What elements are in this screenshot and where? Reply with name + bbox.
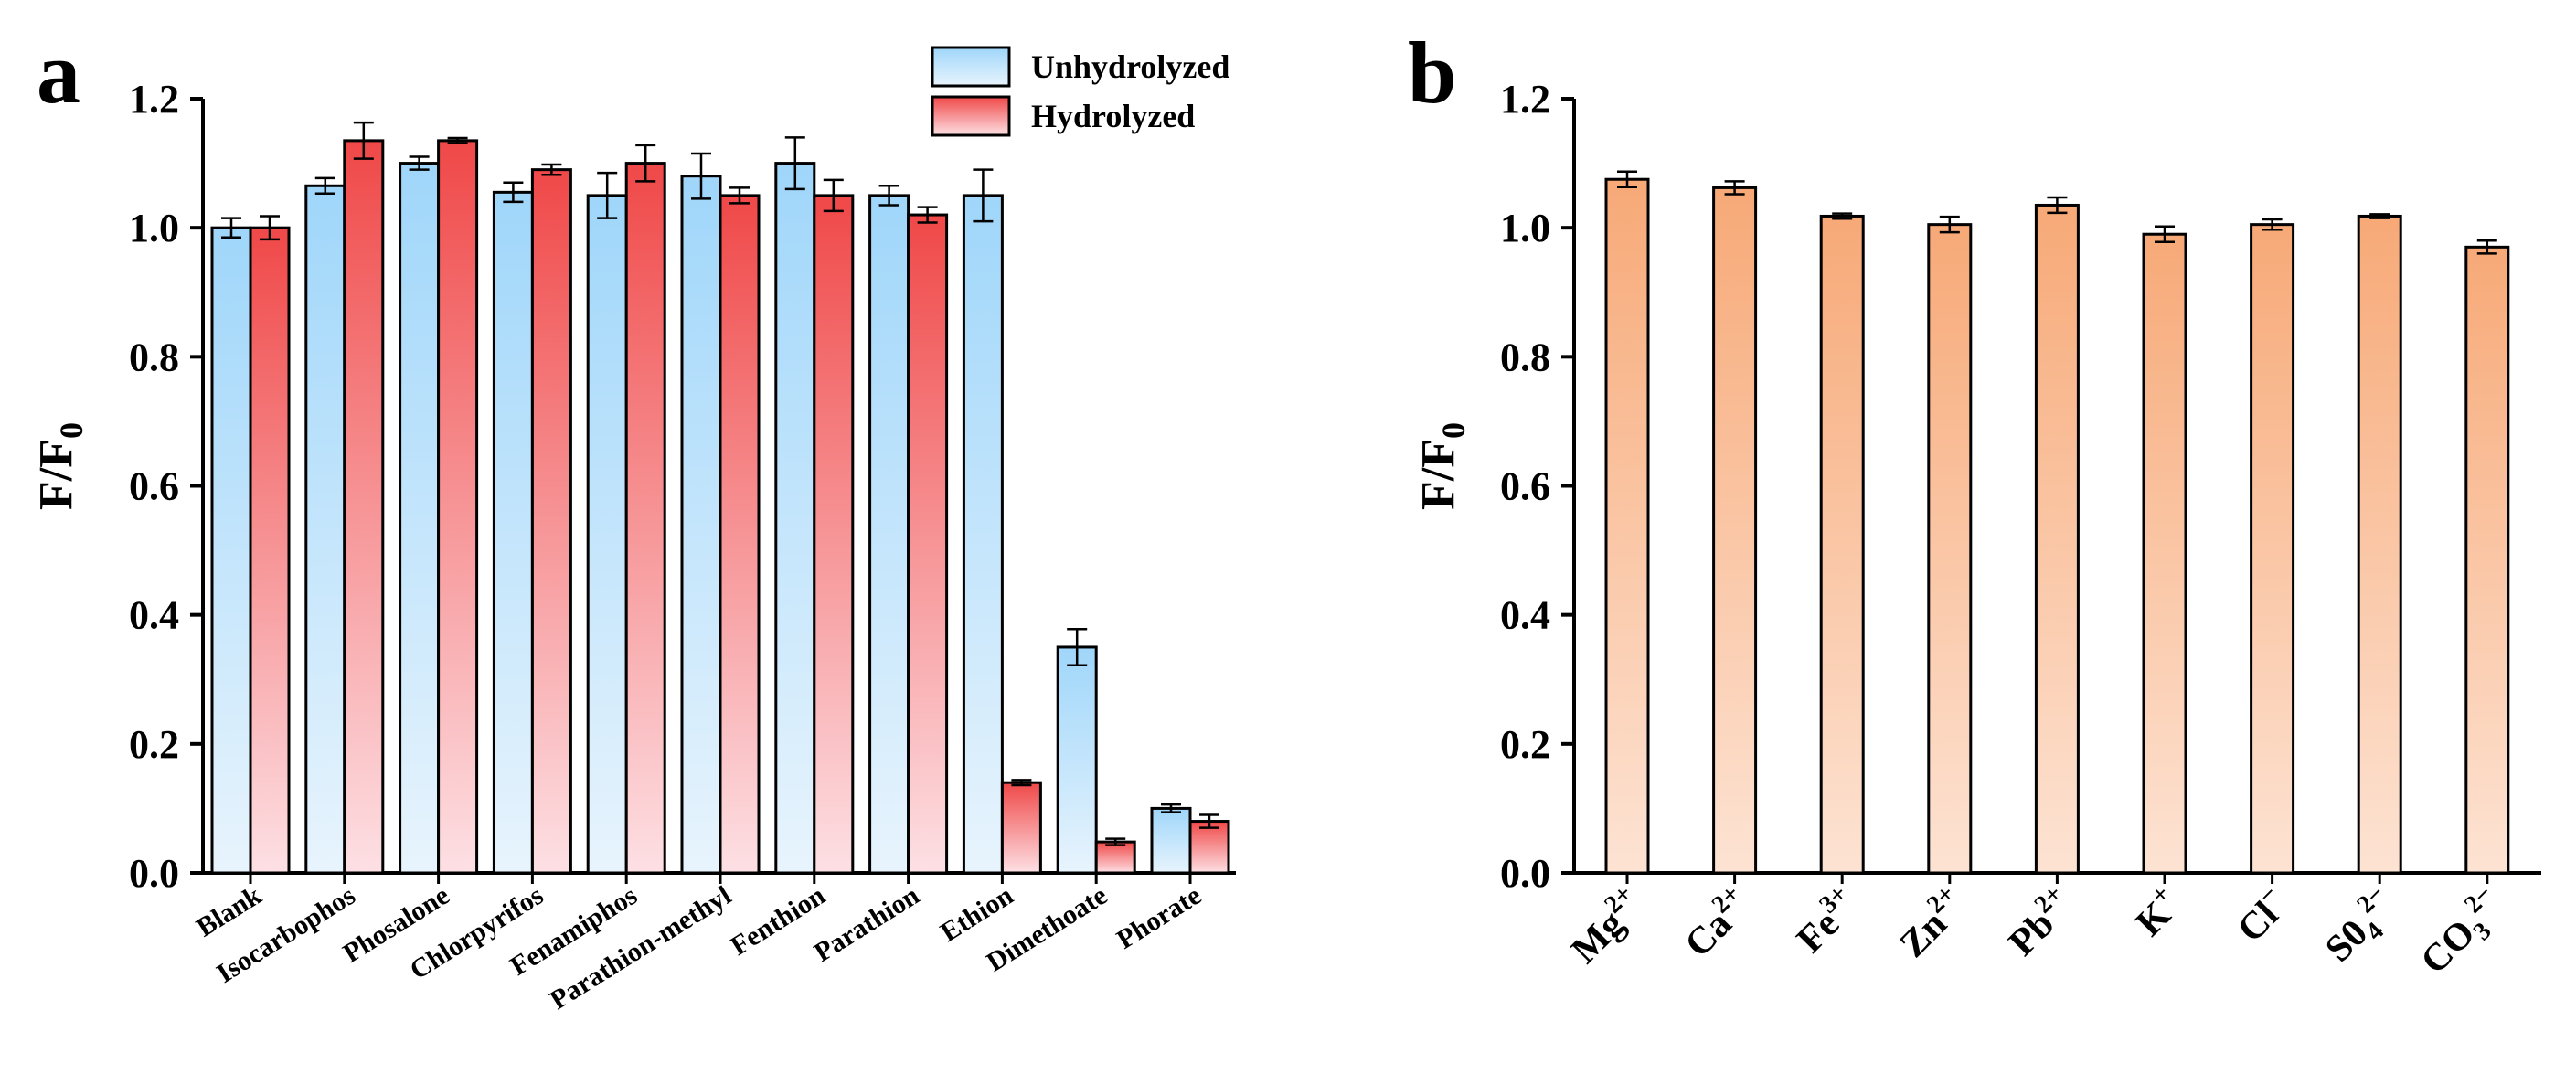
panel-b-y-tick-label: 0.2 bbox=[1500, 722, 1550, 767]
bar-unhydrolyzed bbox=[774, 162, 816, 875]
bar-ion bbox=[2034, 203, 2080, 875]
x-tick-label: Parathion bbox=[809, 880, 925, 968]
x-tick-label: Cl− bbox=[2226, 879, 2297, 951]
panel-a-ylabel: F/F0 bbox=[30, 422, 90, 510]
bar-ion bbox=[2357, 214, 2402, 875]
bar-ion bbox=[1712, 186, 1758, 875]
legend-label-hydrolyzed: Hydrolyzed bbox=[1031, 98, 1195, 134]
bar-hydrolyzed bbox=[907, 213, 949, 875]
bar-ion bbox=[2250, 223, 2295, 875]
bar-ion bbox=[2464, 245, 2510, 875]
bar-unhydrolyzed bbox=[1150, 806, 1192, 875]
panel-b-y-tick-label: 0.8 bbox=[1500, 335, 1550, 379]
panel-a-y-tick-label: 0.4 bbox=[129, 593, 179, 638]
bar-hydrolyzed bbox=[530, 168, 572, 875]
x-tick-label: S042− bbox=[2314, 879, 2409, 974]
x-tick-label: Ca2+ bbox=[1673, 879, 1759, 965]
bar-hydrolyzed bbox=[813, 194, 855, 875]
x-tick-label: Pb2+ bbox=[1997, 879, 2082, 964]
panel-a-letter: a bbox=[37, 24, 80, 122]
bar-unhydrolyzed bbox=[868, 194, 910, 875]
panel-a-y-tick-label: 0.0 bbox=[129, 851, 179, 896]
bar-hydrolyzed bbox=[249, 226, 291, 875]
bar-hydrolyzed bbox=[624, 162, 666, 875]
panel-b-y-tick-label: 1.2 bbox=[1500, 77, 1550, 122]
bar-hydrolyzed bbox=[719, 194, 761, 875]
bar-unhydrolyzed bbox=[210, 226, 252, 875]
x-tick-label: Phorate bbox=[1112, 880, 1207, 955]
legend-swatch-hydrolyzed bbox=[931, 95, 1011, 137]
panel-a-x-labels: BlankIsocarbophosPhosaloneChlorpyrifosFe… bbox=[191, 873, 1207, 1016]
bar-unhydrolyzed bbox=[492, 190, 534, 875]
panel-a-bars bbox=[210, 121, 1230, 875]
x-tick-label: Mg2+ bbox=[1559, 879, 1652, 972]
bar-hydrolyzed bbox=[343, 139, 385, 875]
x-tick-label: Blank bbox=[191, 880, 267, 943]
x-tick-label: Fe3+ bbox=[1785, 879, 1867, 961]
panel-b: b F/F0 0.0 0.2 0.4 0.6 0.8 1.0 1.2 Mg2+Ca2+ Fe3… bbox=[1408, 24, 2541, 986]
panel-b-bars bbox=[1604, 170, 2510, 875]
panel-b-y-tick-label: 0.0 bbox=[1500, 851, 1550, 896]
panel-a-y-tick-label: 1.2 bbox=[129, 77, 179, 122]
panel-a-y-tick-label: 0.8 bbox=[129, 335, 179, 379]
bar-unhydrolyzed bbox=[680, 175, 722, 875]
legend-swatch-unhydrolyzed bbox=[931, 46, 1011, 88]
panel-a-y-tick-label: 1.0 bbox=[129, 206, 179, 250]
bar-hydrolyzed bbox=[1000, 781, 1042, 875]
x-tick-label: K+ bbox=[2124, 879, 2189, 944]
panel-a-y-ticks: 0.0 0.2 0.4 0.6 0.8 1.0 1.2 bbox=[129, 77, 203, 896]
panel-a-y-tick-label: 0.6 bbox=[129, 464, 179, 509]
x-tick-label: Zn2+ bbox=[1889, 879, 1975, 965]
panel-b-y-ticks: 0.0 0.2 0.4 0.6 0.8 1.0 1.2 bbox=[1500, 77, 1574, 896]
bar-hydrolyzed bbox=[1094, 840, 1136, 875]
bar-ion bbox=[1819, 214, 1865, 875]
x-tick-label: CO32− bbox=[2409, 879, 2516, 986]
panel-b-ylabel: F/F0 bbox=[1412, 422, 1472, 510]
bar-hydrolyzed bbox=[1188, 820, 1230, 875]
panel-b-y-tick-label: 0.4 bbox=[1500, 593, 1550, 638]
bar-ion bbox=[2142, 232, 2187, 875]
bar-unhydrolyzed bbox=[399, 162, 441, 875]
bar-unhydrolyzed bbox=[586, 194, 628, 875]
panel-b-y-tick-label: 0.6 bbox=[1500, 464, 1550, 509]
legend: Unhydrolyzed Hydrolyzed bbox=[931, 46, 1229, 137]
panel-b-letter: b bbox=[1408, 24, 1456, 122]
panel-b-x-labels: Mg2+Ca2+ Fe3+ Zn2+ Pb2+ K+ Cl−S042−CO32− bbox=[1559, 873, 2516, 986]
bar-unhydrolyzed bbox=[962, 194, 1004, 875]
bar-ion bbox=[1927, 223, 1973, 875]
bar-unhydrolyzed bbox=[304, 184, 346, 875]
legend-label-unhydrolyzed: Unhydrolyzed bbox=[1031, 48, 1229, 85]
bar-unhydrolyzed bbox=[1056, 645, 1098, 875]
panel-a: a F/F0 0.0 0.2 0.4 0.6 0.8 1.0 1.2 BlankIsocar… bbox=[30, 24, 1236, 1016]
bar-hydrolyzed bbox=[437, 139, 479, 875]
panel-b-y-tick-label: 1.0 bbox=[1500, 206, 1550, 250]
bar-ion bbox=[1604, 177, 1650, 875]
panel-a-y-tick-label: 0.2 bbox=[129, 722, 179, 767]
